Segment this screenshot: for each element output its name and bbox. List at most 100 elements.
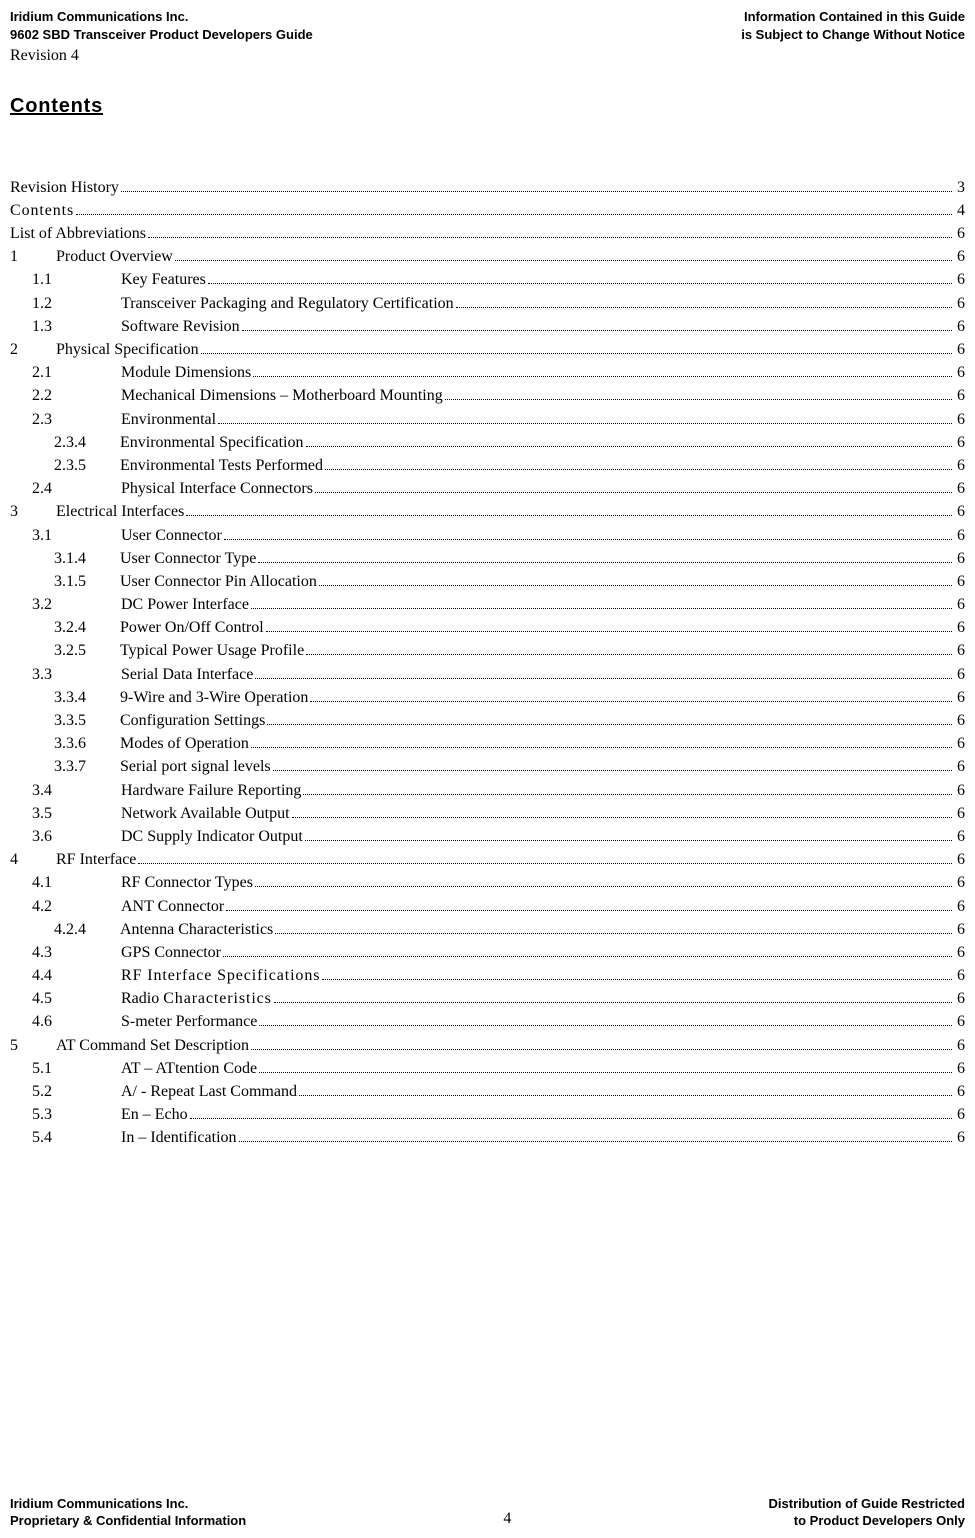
toc-entry: 4.2.4Antenna Characteristics6	[10, 918, 965, 941]
toc-title: RF Connector Types	[121, 871, 253, 894]
toc-title: AT – ATtention Code	[121, 1057, 257, 1080]
page-number: 4	[503, 1508, 511, 1530]
toc-title: RF Interface Specifications	[121, 964, 320, 987]
toc-number: 1.1	[32, 268, 121, 291]
toc-entry: 1.2Transceiver Packaging and Regulatory …	[10, 292, 965, 315]
toc-page: 6	[954, 987, 965, 1010]
toc-entry: 5.2A/ - Repeat Last Command6	[10, 1080, 965, 1103]
toc-title: 9-Wire and 3-Wire Operation	[120, 686, 308, 709]
toc-number: 2	[10, 338, 56, 361]
toc-title: RF Interface	[56, 848, 136, 871]
toc-number: 2.4	[32, 477, 121, 500]
toc-leader	[325, 469, 952, 470]
header-revision: Revision 4	[10, 45, 313, 67]
toc-page: 6	[954, 268, 965, 291]
toc-number: 4.1	[32, 871, 121, 894]
toc-entry: 3.3.49-Wire and 3-Wire Operation6	[10, 686, 965, 709]
toc-entry: 4RF Interface6	[10, 848, 965, 871]
toc-number: 1.2	[32, 292, 121, 315]
toc-number: 4.6	[32, 1010, 121, 1033]
toc-entry: 4.5Radio Characteristics 6	[10, 987, 965, 1010]
toc-leader	[305, 840, 952, 841]
toc-leader	[226, 910, 952, 911]
toc-number: 2.2	[32, 384, 121, 407]
toc-number: 4.2	[32, 895, 121, 918]
toc-page: 6	[954, 477, 965, 500]
toc-page: 6	[954, 593, 965, 616]
toc-entry: 3.3Serial Data Interface6	[10, 663, 965, 686]
toc-leader	[218, 423, 952, 424]
toc-title: ANT Connector	[121, 895, 224, 918]
contents-title: Contents	[10, 95, 965, 118]
toc-page: 6	[954, 315, 965, 338]
toc-page: 6	[954, 222, 965, 245]
toc-leader	[266, 631, 952, 632]
toc-number: 3	[10, 500, 56, 523]
toc-entry: 4.4RF Interface Specifications6	[10, 964, 965, 987]
toc-title: List of Abbreviations	[10, 222, 146, 245]
toc-title: User Connector Pin Allocation	[120, 570, 317, 593]
toc-title: A/ - Repeat Last Command	[121, 1080, 297, 1103]
toc-leader	[239, 1141, 952, 1142]
toc-number: 5.4	[32, 1126, 121, 1149]
toc-title: Environmental Tests Performed	[120, 454, 323, 477]
toc-entry: 5.4In – Identification6	[10, 1126, 965, 1149]
toc-leader	[175, 260, 952, 261]
toc-page: 6	[954, 431, 965, 454]
toc-page: 6	[954, 1010, 965, 1033]
toc-number: 2.3	[32, 408, 121, 431]
toc-leader	[255, 886, 952, 887]
toc-title: Revision History	[10, 176, 119, 199]
toc-leader	[255, 678, 952, 679]
toc-leader	[186, 515, 952, 516]
toc-page: 6	[954, 848, 965, 871]
toc-page: 6	[954, 1103, 965, 1126]
toc-page: 6	[954, 663, 965, 686]
toc-title: Physical Specification	[56, 338, 199, 361]
toc-leader	[251, 608, 952, 609]
header-company: Iridium Communications Inc.	[10, 8, 313, 26]
toc-leader	[275, 933, 952, 934]
toc-number: 4.5	[32, 987, 121, 1010]
toc-entry: 5.3En – Echo6	[10, 1103, 965, 1126]
toc-entry: Revision History3	[10, 176, 965, 199]
toc-leader	[251, 1049, 952, 1050]
toc-title: Module Dimensions	[121, 361, 251, 384]
toc-number: 3.2	[32, 593, 121, 616]
toc-leader	[259, 1072, 952, 1073]
toc-title: GPS Connector	[121, 941, 221, 964]
toc-leader	[251, 747, 952, 748]
toc-leader	[274, 1002, 952, 1003]
toc-title: DC Power Interface	[121, 593, 249, 616]
toc-leader	[322, 979, 952, 980]
toc-leader	[292, 817, 952, 818]
toc-page: 6	[954, 1034, 965, 1057]
toc-page: 6	[954, 639, 965, 662]
toc-number: 3.3.6	[54, 732, 120, 755]
toc-entry: 2.1Module Dimensions6	[10, 361, 965, 384]
toc-entry: 4.3GPS Connector6	[10, 941, 965, 964]
toc-number: 5	[10, 1034, 56, 1057]
toc-entry: 3Electrical Interfaces6	[10, 500, 965, 523]
toc-entry: 2.3Environmental6	[10, 408, 965, 431]
toc-title: En – Echo	[121, 1103, 188, 1126]
toc-title: Environmental	[121, 408, 216, 431]
toc-page: 6	[954, 338, 965, 361]
toc-title: DC Supply Indicator Output	[121, 825, 303, 848]
toc-title: Environmental Specification	[120, 431, 304, 454]
toc-leader	[306, 654, 952, 655]
toc-entry: 3.4Hardware Failure Reporting6	[10, 779, 965, 802]
toc-page: 6	[954, 292, 965, 315]
toc-entry: Contents4	[10, 199, 965, 222]
toc-title: User Connector	[121, 524, 222, 547]
toc-entry: 4.6S-meter Performance6	[10, 1010, 965, 1033]
toc-leader	[258, 562, 952, 563]
toc-entry: 2.3.5Environmental Tests Performed6	[10, 454, 965, 477]
toc-title: Electrical Interfaces	[56, 500, 184, 523]
toc-entry: 4.2ANT Connector6	[10, 895, 965, 918]
toc-title: Radio Characteristics	[121, 987, 272, 1010]
header-notice2: is Subject to Change Without Notice	[741, 26, 965, 44]
toc-number: 3.1.4	[54, 547, 120, 570]
toc-leader	[190, 1118, 952, 1119]
toc-leader	[315, 492, 952, 493]
